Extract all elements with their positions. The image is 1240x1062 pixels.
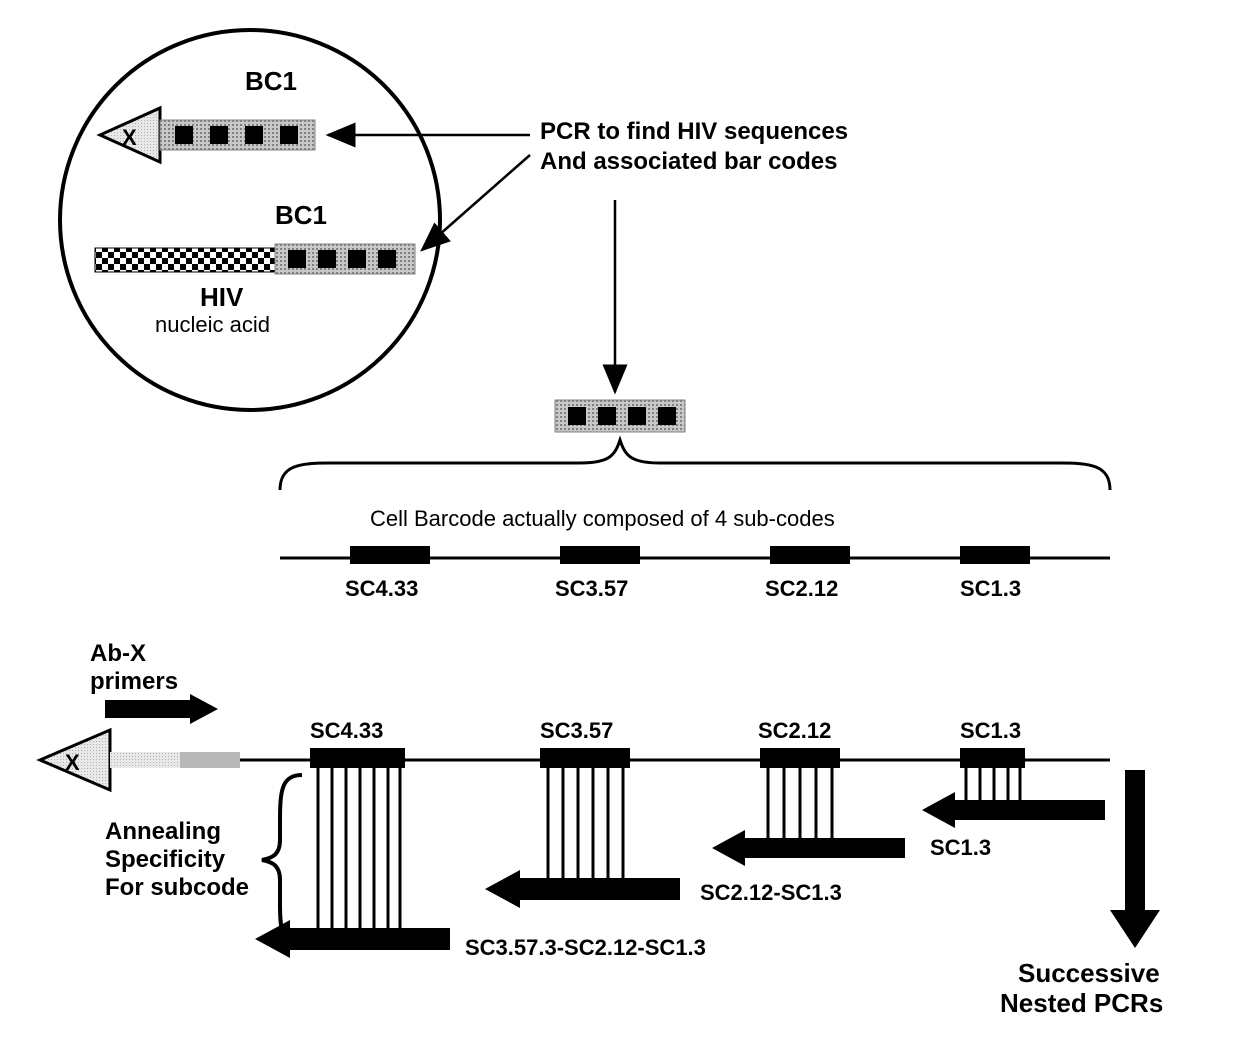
- bc1-label-top: BC1: [245, 66, 297, 97]
- hiv-strip: [95, 244, 415, 274]
- sc3-label-top: SC3.57: [555, 576, 628, 602]
- sc1-primer-arrow: [922, 792, 1105, 828]
- abx-label-1: Ab-X: [90, 640, 146, 668]
- sc4-bar: [310, 748, 405, 768]
- sc1-bar: [960, 748, 1025, 768]
- annealing-3: For subcode: [105, 874, 249, 902]
- sc3-bar: [540, 748, 630, 768]
- diagram-root: X: [0, 0, 1240, 1062]
- sc3-bar-top: [560, 546, 640, 564]
- sc2-teeth: [768, 768, 832, 838]
- hiv-label-1: HIV: [200, 282, 243, 313]
- sc4-label: SC4.33: [310, 718, 383, 744]
- primer-label-3: SC3.57.3-SC2.12-SC1.3: [465, 935, 706, 961]
- annealing-1: Annealing: [105, 818, 221, 846]
- sc2-label: SC2.12: [758, 718, 831, 744]
- bc1-top-arrow: X: [100, 108, 315, 162]
- barcode-title: Cell Barcode actually composed of 4 sub-…: [370, 506, 835, 532]
- successive-2: Nested PCRs: [1000, 988, 1163, 1019]
- bc1-label-mid: BC1: [275, 200, 327, 231]
- template-arrowhead: X: [40, 730, 110, 790]
- sc3-teeth: [548, 768, 623, 878]
- floating-barcode: [555, 400, 685, 432]
- template-seg-2: [180, 752, 240, 768]
- sc3-label: SC3.57: [540, 718, 613, 744]
- hiv-label-2: nucleic acid: [155, 312, 270, 338]
- sc4-label-top: SC4.33: [345, 576, 418, 602]
- pcr-text-1: PCR to find HIV sequences: [540, 118, 848, 146]
- annealing-brace: [262, 775, 302, 945]
- sc3-primer-arrow: [485, 870, 680, 908]
- successive-arrow: [1110, 770, 1160, 948]
- sc4-teeth: [318, 768, 400, 928]
- x-letter-top: X: [122, 125, 137, 150]
- top-brace: [280, 440, 1110, 490]
- primer-label-1: SC1.3: [930, 835, 991, 861]
- sc2-bar-top: [770, 546, 850, 564]
- sc2-label-top: SC2.12: [765, 576, 838, 602]
- abx-arrow: [105, 694, 218, 724]
- pcr-text-2: And associated bar codes: [540, 148, 837, 176]
- sc1-label: SC1.3: [960, 718, 1021, 744]
- sc2-primer-arrow: [712, 830, 905, 866]
- annealing-2: Specificity: [105, 846, 225, 874]
- primer-label-2: SC2.12-SC1.3: [700, 880, 842, 906]
- sc4-bar-top: [350, 546, 430, 564]
- successive-1: Successive: [1018, 958, 1160, 989]
- sc1-bar-top: [960, 546, 1030, 564]
- template-seg-1: [110, 752, 180, 768]
- svg-text:X: X: [65, 750, 80, 775]
- sc1-label-top: SC1.3: [960, 576, 1021, 602]
- abx-label-2: primers: [90, 668, 178, 696]
- sc2-bar: [760, 748, 840, 768]
